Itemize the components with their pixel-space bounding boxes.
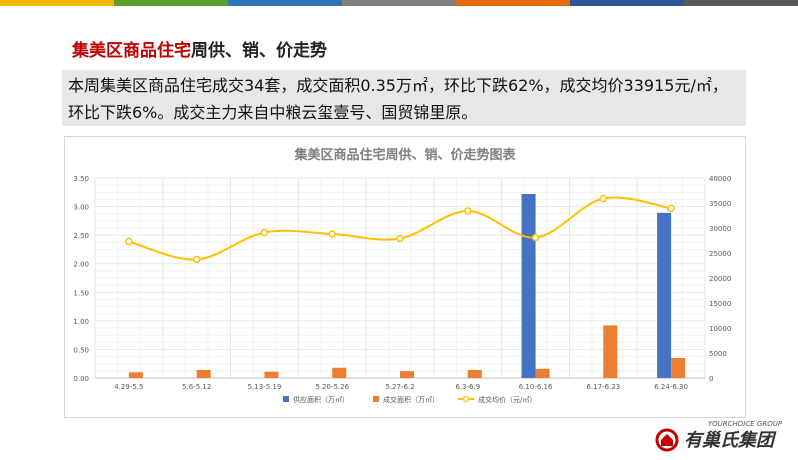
x-tick-label: 6.24-6.30 (654, 383, 688, 391)
top-color-segment (342, 0, 456, 6)
page-title-rest: 周供、销、价走势 (191, 41, 327, 61)
page-title-accent: 集美区商品住宅 (72, 41, 191, 61)
y-right-tick-label: 10000 (709, 325, 731, 333)
line-point (396, 234, 404, 243)
combo-chart: 集美区商品住宅周供、销、价走势图表 0.00 0.50 1.00 1.50 2.00 2.5… (73, 147, 731, 404)
bar-deal-area (603, 325, 618, 378)
y-right-tick-label: 30000 (709, 225, 731, 233)
y-left-tick-label: 1.00 (73, 318, 89, 326)
top-color-segment (456, 0, 570, 6)
y-right-tick-label: 25000 (709, 250, 731, 258)
y-left-tick-label: 1.50 (73, 289, 89, 297)
company-logo: YOURCHOICE GROUP 有巢氏集团 (650, 420, 790, 456)
y-right-tick-label: 15000 (709, 300, 731, 308)
x-tick-label: 6.3-6.9 (455, 383, 480, 391)
top-color-segment (114, 0, 228, 6)
top-color-segment (228, 0, 342, 6)
logo-mark-icon (655, 428, 679, 452)
y-left-tick-label: 3.00 (73, 204, 89, 212)
bar-deal-area (467, 370, 482, 378)
page-title: 集美区商品住宅周供、销、价走势 (72, 36, 327, 61)
line-point (192, 255, 201, 264)
bar-supply-area (657, 212, 672, 378)
logo-chinese-name: 有巢氏集团 (684, 430, 774, 451)
y-left-tick-label: 3.50 (73, 175, 89, 183)
y-left-tick-label: 2.00 (73, 261, 89, 269)
summary-text: 本周集美区商品住宅成交34套，成交面积0.35万㎡，环比下跌62%，成交均价33… (62, 70, 746, 126)
bar-deal-area (128, 372, 143, 378)
bar-supply-area (521, 194, 536, 378)
chart-title: 集美区商品住宅周供、销、价走势图表 (293, 147, 516, 163)
y-right-tick-label: 35000 (709, 200, 731, 208)
top-color-bar (0, 0, 798, 6)
top-color-segment (684, 0, 798, 6)
bar-deal-area (196, 370, 211, 378)
x-tick-label: 5.6-5.12 (182, 383, 211, 391)
x-tick-label: 5.20-5.26 (315, 383, 349, 391)
legend-label: 成交面积（万㎡） (383, 395, 439, 404)
top-color-segment (570, 0, 684, 6)
top-color-segment (0, 0, 114, 6)
legend-label: 成交均价（元/㎡） (478, 395, 536, 404)
bar-deal-area (264, 371, 279, 378)
bar-deal-area (332, 367, 347, 378)
bar-deal-area (671, 358, 686, 378)
x-tick-label: 5.13-5.19 (248, 383, 282, 391)
y-right-tick-label: 20000 (709, 275, 731, 283)
logo-english-name: YOURCHOICE GROUP (708, 420, 783, 428)
x-tick-label: 6.10-6.16 (519, 383, 553, 391)
line-point (667, 204, 675, 213)
line-point (464, 207, 472, 215)
y-right-tick-label: 5000 (709, 350, 727, 358)
y-right-tick-label: 40000 (709, 175, 731, 183)
legend-swatch (283, 396, 289, 402)
x-tick-label: 5.27-6.2 (385, 383, 414, 391)
y-left-tick-label: 0.50 (73, 346, 89, 354)
x-tick-label: 4.29-5.5 (114, 383, 143, 391)
legend-swatch (373, 396, 379, 402)
y-left-tick-label: 2.50 (73, 232, 89, 240)
chart-panel: 集美区商品住宅周供、销、价走势图表 0.00 0.50 1.00 1.50 2.00 2.5… (64, 136, 746, 418)
bar-deal-area (400, 371, 414, 378)
y-left-tick-label: 0.00 (73, 375, 89, 383)
line-point (260, 228, 269, 237)
bar-deal-area (535, 368, 550, 378)
line-point (328, 230, 336, 238)
x-tick-label: 6.17-6.23 (586, 383, 620, 391)
legend-label: 供应面积（万㎡） (293, 395, 349, 404)
y-right-tick-label: 0 (709, 375, 713, 383)
legend-swatch-point (462, 395, 470, 403)
line-point (125, 237, 133, 246)
line-point (599, 194, 608, 203)
line-point (531, 233, 540, 242)
